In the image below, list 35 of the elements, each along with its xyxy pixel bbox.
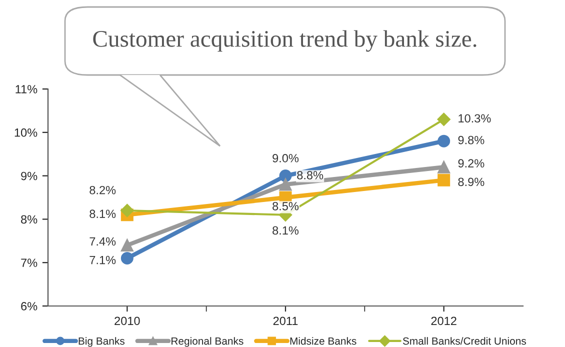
point: [438, 160, 450, 174]
y-tick-label: 11%: [16, 85, 38, 94]
point: [120, 252, 134, 265]
data-label: 8.2%: [90, 186, 116, 194]
data-label: 9.0%: [272, 154, 299, 162]
point: [120, 238, 134, 252]
y-tick-label: 10%: [14, 128, 38, 137]
chart-title: Customer acquisition trend by bank size.: [93, 30, 476, 52]
data-label: 9.2%: [458, 159, 484, 168]
data-label: 9.8%: [458, 136, 484, 144]
data-label: 7.4%: [90, 237, 116, 246]
point: [437, 112, 450, 126]
y-tick-label: 9%: [21, 172, 38, 180]
legend-label: Small Banks/Credit Unions: [402, 337, 526, 345]
x-tick-label: 2010: [114, 316, 140, 326]
point: [120, 204, 134, 218]
point: [438, 174, 450, 186]
y-tick-label: 8%: [21, 215, 38, 224]
y-tick-label: 7%: [21, 258, 38, 267]
legend-label: Regional Banks: [172, 337, 244, 347]
data-label: 7.1%: [90, 256, 116, 264]
data-label: 10.3%: [458, 114, 491, 123]
data-label: 8.8%: [297, 171, 324, 180]
legend-label: Midsize Banks: [290, 337, 356, 345]
data-label: 8.1%: [90, 210, 116, 218]
data-label: 8.1%: [272, 226, 299, 235]
point: [438, 134, 450, 148]
x-tick-label: 2012: [431, 316, 456, 326]
x-tick-label: 2011: [273, 316, 298, 326]
legend-label: Big Banks: [78, 337, 124, 347]
data-label: 8.9%: [458, 178, 484, 186]
data-label: 8.5%: [272, 202, 299, 210]
y-tick-label: 6%: [21, 302, 38, 310]
point: [279, 178, 292, 191]
point: [279, 170, 292, 182]
